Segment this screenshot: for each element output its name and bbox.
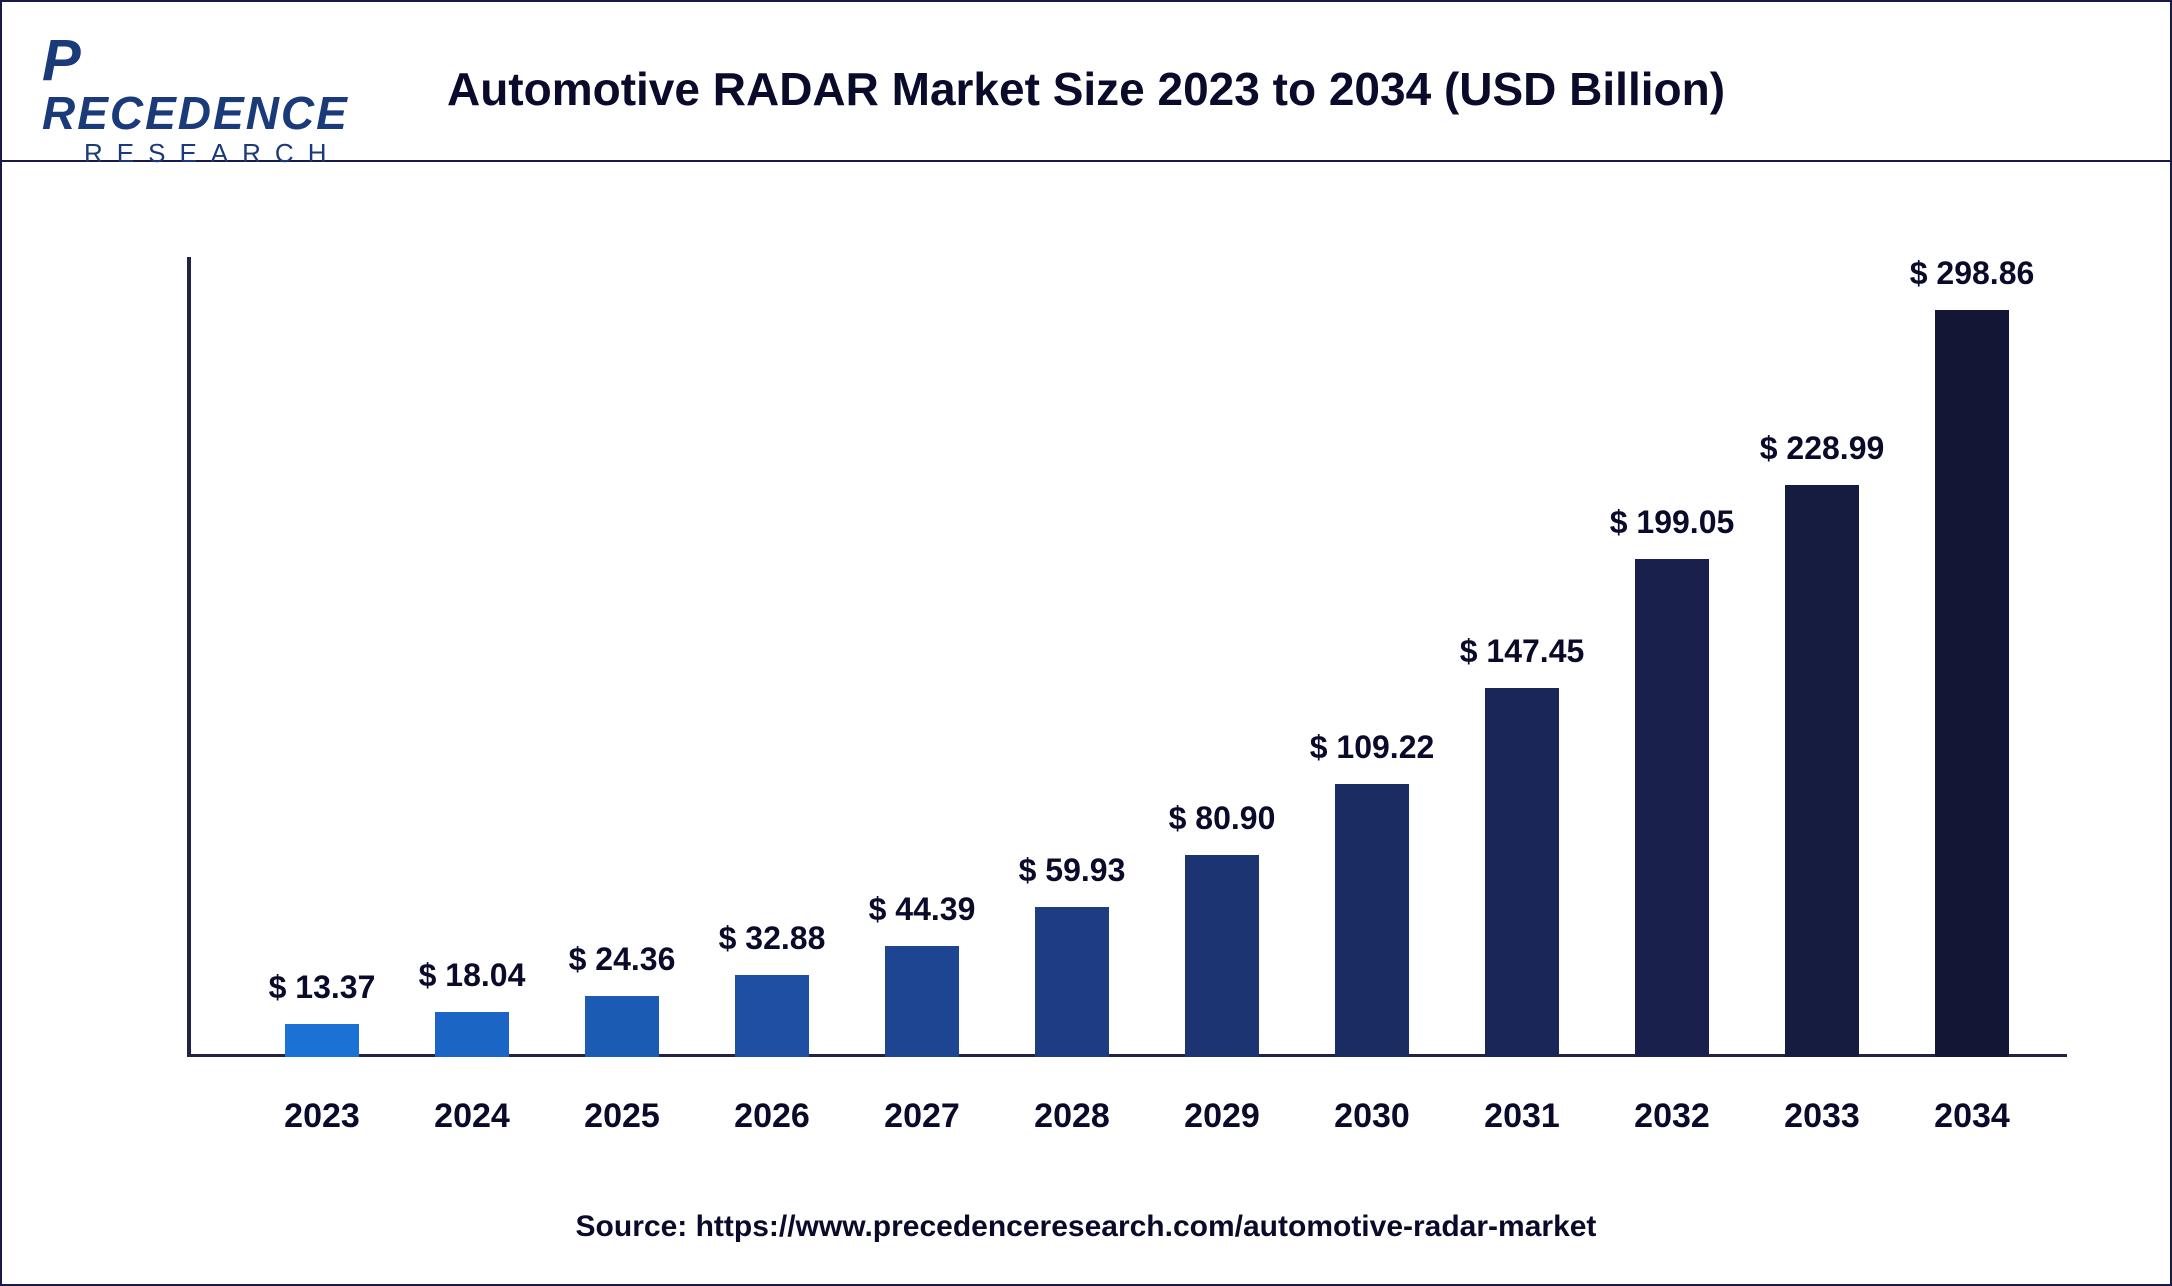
header: PRECEDENCE RESEARCH Automotive RADAR Mar…: [2, 2, 2170, 162]
bar-slot: $ 80.90: [1147, 257, 1297, 1057]
x-tick-label: 2031: [1447, 1097, 1597, 1136]
bar-slot: $ 147.45: [1447, 257, 1597, 1057]
x-tick-label: 2024: [397, 1097, 547, 1136]
bar: [1035, 907, 1109, 1057]
x-tick-label: 2028: [997, 1097, 1147, 1136]
bar: [1785, 485, 1859, 1057]
x-tick-label: 2026: [697, 1097, 847, 1136]
x-axis-labels: 2023202420252026202720282029203020312032…: [187, 1097, 2057, 1157]
bar-value-label: $ 109.22: [1272, 729, 1472, 766]
bar-value-label: $ 298.86: [1872, 255, 2072, 292]
bar: [1185, 855, 1259, 1057]
x-tick-label: 2027: [847, 1097, 997, 1136]
x-tick-label: 2033: [1747, 1097, 1897, 1136]
bar-value-label: $ 228.99: [1722, 430, 1922, 467]
bar: [435, 1012, 509, 1057]
bar-slot: $ 298.86: [1897, 257, 2047, 1057]
bar: [1485, 688, 1559, 1057]
bar: [585, 996, 659, 1057]
bar: [735, 975, 809, 1057]
chart-container: PRECEDENCE RESEARCH Automotive RADAR Mar…: [0, 0, 2172, 1286]
chart-title: Automotive RADAR Market Size 2023 to 203…: [2, 62, 2170, 116]
bar-value-label: $ 80.90: [1122, 800, 1322, 837]
x-tick-label: 2030: [1297, 1097, 1447, 1136]
bar: [1335, 784, 1409, 1057]
source-text: Source: https://www.precedenceresearch.c…: [2, 1210, 2170, 1244]
x-tick-label: 2032: [1597, 1097, 1747, 1136]
bar: [885, 946, 959, 1057]
bar-slot: $ 32.88: [697, 257, 847, 1057]
x-tick-label: 2034: [1897, 1097, 2047, 1136]
bar-slot: $ 199.05: [1597, 257, 1747, 1057]
bar-value-label: $ 44.39: [822, 891, 1022, 928]
plot-area: $ 13.37$ 18.04$ 24.36$ 32.88$ 44.39$ 59.…: [187, 257, 2057, 1057]
x-tick-label: 2025: [547, 1097, 697, 1136]
bar: [1635, 559, 1709, 1057]
bar-value-label: $ 59.93: [972, 852, 1172, 889]
bars-group: $ 13.37$ 18.04$ 24.36$ 32.88$ 44.39$ 59.…: [187, 257, 2057, 1057]
bar-value-label: $ 147.45: [1422, 633, 1622, 670]
x-tick-label: 2023: [247, 1097, 397, 1136]
bar-slot: $ 44.39: [847, 257, 997, 1057]
x-tick-label: 2029: [1147, 1097, 1297, 1136]
logo-line2: RESEARCH: [42, 138, 362, 169]
bar-value-label: $ 199.05: [1572, 504, 1772, 541]
bar: [285, 1024, 359, 1057]
bar-slot: $ 13.37: [247, 257, 397, 1057]
bar-slot: $ 18.04: [397, 257, 547, 1057]
bar: [1935, 310, 2009, 1057]
bar-slot: $ 228.99: [1747, 257, 1897, 1057]
bar-slot: $ 59.93: [997, 257, 1147, 1057]
